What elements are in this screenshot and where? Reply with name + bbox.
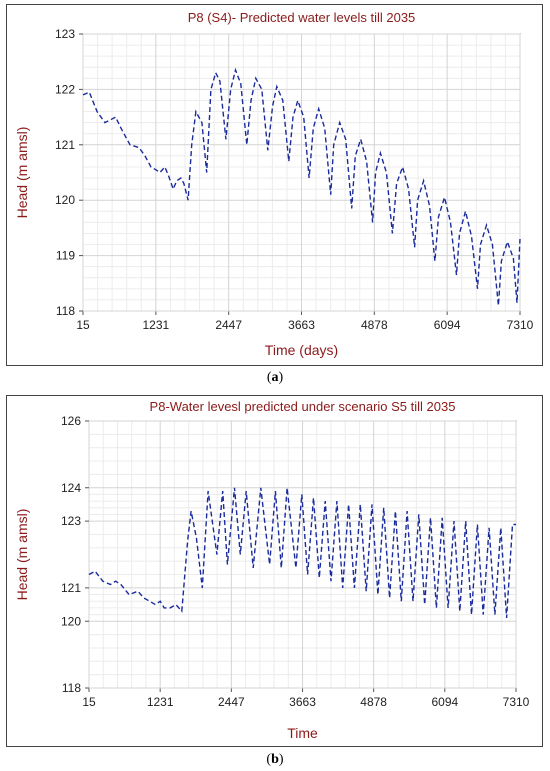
chart-a-x-tick-label: 2447 <box>215 318 242 332</box>
chart-b-y-tick-label: 120 <box>61 614 81 628</box>
chart-b-x-tick-label: 3663 <box>289 695 316 709</box>
caption-b-letter: b <box>271 752 279 767</box>
chart-a-x-tick-label: 6094 <box>434 318 461 332</box>
chart-a-y-tick-label: 119 <box>56 249 75 263</box>
chart-b-y-tick-label: 118 <box>62 681 81 695</box>
chart-b-x-tick-label: 2447 <box>218 695 245 709</box>
chart-a-y-tick-label: 120 <box>55 193 75 207</box>
chart-b-y-tick-label: 124 <box>61 481 81 495</box>
caption-b: (b) <box>266 752 284 767</box>
chart-panel-a: P8 (S4)- Predicted water levels till 203… <box>6 4 543 366</box>
chart-b-x-tick-label: 15 <box>82 695 96 709</box>
caption-a: (a) <box>266 370 284 385</box>
chart-b-y-tick-label: 121 <box>61 581 81 595</box>
chart-a-x-tick-label: 7310 <box>507 318 534 332</box>
chart-a-y-axis-label: Head (m amsl) <box>14 127 30 219</box>
chart-a-y-tick-label: 121 <box>55 138 75 152</box>
chart-b-y-axis-label: Head (m amsl) <box>14 509 30 601</box>
caption-a-letter: a <box>271 370 279 385</box>
chart-a-title: P8 (S4)- Predicted water levels till 203… <box>188 10 416 25</box>
chart-b-x-tick-label: 6094 <box>431 695 458 709</box>
chart-b-series-line-0 <box>88 487 516 618</box>
chart-b: P8-Water levesl predicted under scenario… <box>14 399 530 741</box>
chart-a-x-tick-label: 15 <box>76 318 90 332</box>
chart-b-y-tick-label: 126 <box>61 414 81 428</box>
chart-a: P8 (S4)- Predicted water levels till 203… <box>14 10 534 358</box>
chart-b-title: P8-Water levesl predicted under scenario… <box>150 399 456 414</box>
chart-panel-b: P8-Water levesl predicted under scenario… <box>6 395 543 747</box>
chart-b-x-axis-label: Time <box>287 725 318 741</box>
chart-a-x-tick-label: 4878 <box>361 318 388 332</box>
chart-a-x-tick-label: 3663 <box>288 318 315 332</box>
chart-a-y-tick-label: 118 <box>56 304 75 318</box>
chart-b-y-tick-label: 123 <box>61 514 81 528</box>
chart-a-x-axis-label: Time (days) <box>265 342 338 358</box>
chart-a-x-tick-label: 1231 <box>142 318 169 332</box>
chart-b-x-tick-label: 1231 <box>147 695 174 709</box>
chart-a-y-tick-label: 123 <box>55 27 75 41</box>
chart-b-x-tick-label: 4878 <box>360 695 387 709</box>
chart-b-x-tick-label: 7310 <box>503 695 530 709</box>
chart-a-y-tick-label: 122 <box>55 82 75 96</box>
